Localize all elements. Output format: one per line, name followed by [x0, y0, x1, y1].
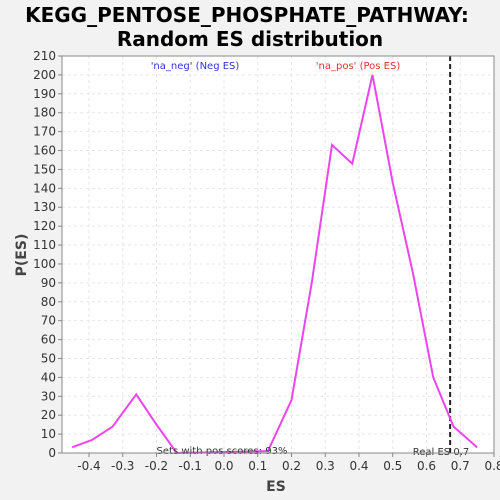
grid: [62, 55, 495, 454]
random-es-series-line: [71, 74, 478, 455]
y-tick-label: 210: [33, 49, 56, 63]
y-tick-label: 200: [33, 68, 56, 82]
x-tick-label: 0.7: [451, 459, 470, 473]
x-tick-label: 0.8: [484, 459, 500, 473]
x-tick-label: 0.0: [214, 459, 233, 473]
pos-es-annotation: 'na_pos' (Pos ES): [316, 61, 401, 72]
chart-title-line-2: Random ES distribution: [117, 27, 383, 51]
x-axis-ticks: -0.4 -0.3 -0.2 -0.1 0.0 0.1 0.2 0.3 0.4 0.5 0.6 0.7…: [77, 453, 500, 473]
y-axis-ticks: 0 10 20 30 40 50 60 70 80 90 100 110 120 130 140 150 160…: [33, 49, 62, 460]
x-tick-label: 0.4: [349, 459, 368, 473]
y-tick-label: 70: [41, 314, 56, 328]
y-tick-label: 170: [33, 125, 56, 139]
x-tick-label: -0.3: [111, 459, 134, 473]
chart-title-line-1: KEGG_PENTOSE_PHOSPHATE_PATHWAY:: [25, 3, 469, 27]
y-tick-label: 10: [41, 427, 56, 441]
x-tick-label: 0.1: [248, 459, 267, 473]
pos-scores-annotation: Sets with pos scores: 93%: [157, 446, 288, 457]
y-tick-label: 180: [33, 106, 56, 120]
plot-area: [62, 56, 494, 453]
y-tick-label: 150: [33, 162, 56, 176]
y-tick-label: 160: [33, 144, 56, 158]
y-tick-label: 60: [41, 333, 56, 347]
y-axis-label: P(ES): [14, 234, 30, 277]
y-tick-label: 190: [33, 87, 56, 101]
plot-border: [61, 55, 495, 454]
y-tick-label: 30: [41, 389, 56, 403]
y-tick-label: 20: [41, 408, 56, 422]
x-tick-label: 0.2: [282, 459, 301, 473]
y-tick-label: 0: [48, 446, 56, 460]
y-tick-label: 40: [41, 370, 56, 384]
y-tick-label: 140: [33, 181, 56, 195]
y-tick-label: 120: [33, 219, 56, 233]
y-tick-label: 80: [41, 295, 56, 309]
y-tick-label: 50: [41, 351, 56, 365]
x-tick-label: 0.5: [383, 459, 402, 473]
y-tick-label: 110: [33, 238, 56, 252]
y-tick-label: 100: [33, 257, 56, 271]
x-tick-label: 0.3: [316, 459, 335, 473]
x-tick-label: -0.2: [145, 459, 168, 473]
x-tick-label: -0.1: [179, 459, 202, 473]
x-tick-label: -0.4: [77, 459, 100, 473]
y-tick-label: 130: [33, 200, 56, 214]
x-tick-label: 0.6: [417, 459, 436, 473]
x-axis-label: ES: [266, 479, 286, 495]
y-tick-label: 90: [41, 276, 56, 290]
neg-es-annotation: 'na_neg' (Neg ES): [151, 61, 240, 72]
